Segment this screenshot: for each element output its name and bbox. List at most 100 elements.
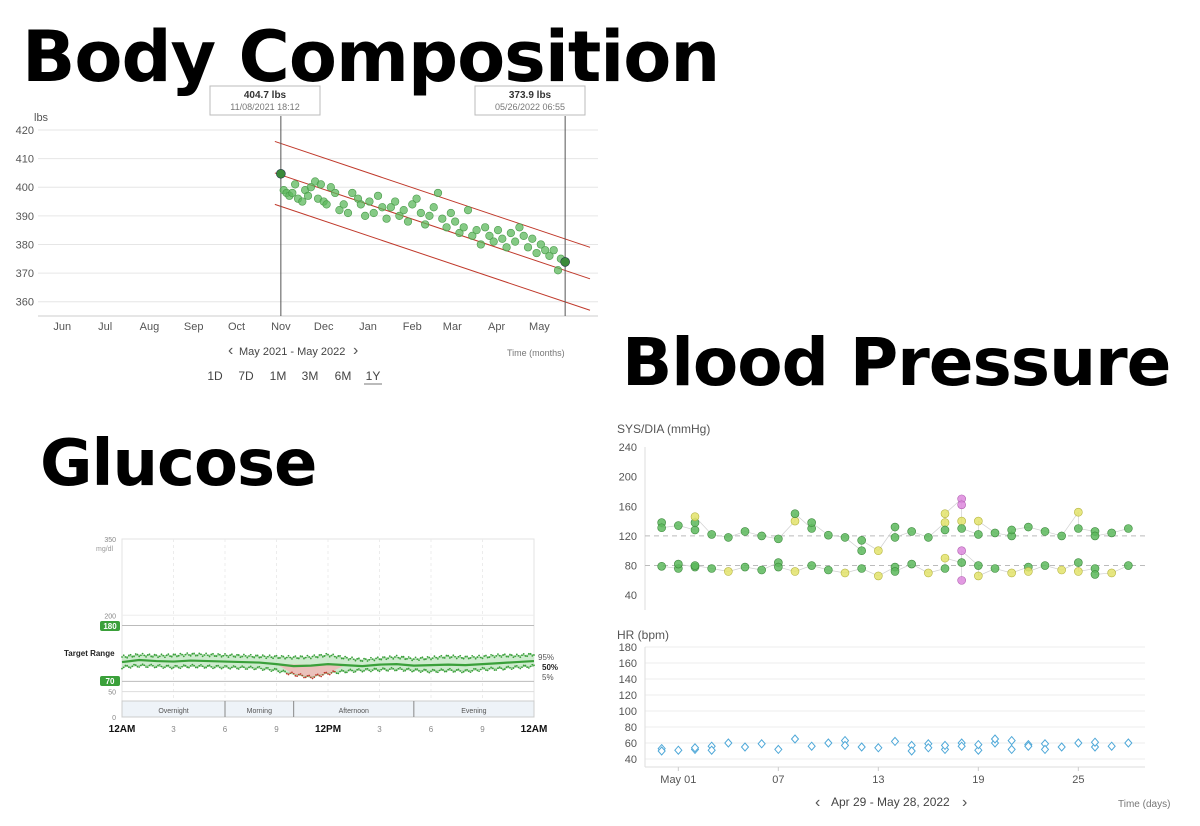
bc-data-point	[463, 206, 473, 215]
gl-reading-dot	[407, 667, 410, 670]
range-option-6m[interactable]: 6M	[335, 369, 352, 383]
gl-reading-dot	[200, 664, 202, 666]
bp-data-point	[1057, 531, 1066, 541]
gl-reading-dot	[299, 655, 302, 658]
gl-reading-dot	[205, 666, 208, 669]
gl-reading-dot	[225, 665, 228, 668]
gl-reading-dot	[469, 671, 472, 674]
bp-x-tick-label: 25	[1072, 774, 1084, 786]
gl-reading-dot	[473, 667, 475, 670]
gl-reading-dot	[126, 656, 129, 659]
gl-reading-dot	[189, 654, 192, 657]
bc-data-point	[438, 214, 447, 223]
hr-y-tick-label: 100	[619, 706, 637, 718]
bc-x-tick-label: Oct	[228, 321, 245, 333]
range-option-7d[interactable]: 7D	[238, 369, 254, 383]
bc-y-tick-label: 400	[16, 182, 34, 194]
gl-reading-dot	[165, 664, 168, 667]
gl-reading-dot	[287, 673, 290, 676]
bc-nav-next-button[interactable]: ›	[353, 342, 358, 359]
gl-reading-dot	[512, 656, 515, 659]
bp-x-tick-label: 13	[872, 774, 884, 786]
bp-data-point	[957, 516, 966, 526]
gl-lines	[121, 654, 535, 678]
gl-reading-dot	[282, 669, 285, 672]
bp-data-point	[1040, 561, 1050, 570]
gl-reading-dot	[186, 666, 189, 669]
bp-connector-line	[661, 549, 1129, 581]
bc-trend-band-line	[274, 140, 591, 248]
gl-reading-dot	[464, 655, 467, 658]
hr-data-point	[1090, 737, 1100, 747]
bc-data-point	[306, 183, 315, 192]
gl-reading-dot	[527, 667, 530, 669]
range-option-1d[interactable]: 1D	[207, 369, 223, 383]
range-option-1y[interactable]: 1Y	[366, 369, 381, 383]
gl-reading-dot	[121, 667, 123, 670]
gl-reading-dot	[498, 666, 501, 669]
gl-reading-dot	[328, 673, 331, 676]
gl-reading-dot	[253, 656, 256, 659]
gl-reading-dot	[497, 653, 499, 655]
bp-data-point	[774, 562, 783, 572]
gl-reading-dot	[340, 669, 343, 672]
gl-reading-dot	[227, 656, 230, 658]
gl-reading-dot	[488, 656, 491, 659]
gl-reading-dot	[194, 666, 197, 669]
gl-reading-dot	[260, 656, 262, 659]
hr-data-point	[1007, 744, 1016, 755]
gl-reading-dot	[524, 664, 527, 667]
bp-data-point	[1074, 524, 1083, 533]
gl-reading-dot	[395, 654, 398, 657]
bp-nav-next-button[interactable]: ›	[962, 794, 967, 811]
bc-x-tick-label: Aug	[140, 321, 160, 333]
gl-reading-dot	[478, 670, 480, 672]
bc-data-point	[560, 257, 570, 267]
range-option-1m[interactable]: 1M	[270, 369, 287, 383]
gl-reading-dot	[273, 667, 276, 670]
gl-reading-dot	[270, 670, 273, 673]
hr-grid	[644, 646, 1145, 768]
bp-data-point	[1057, 565, 1066, 575]
gl-reading-dot	[234, 665, 237, 668]
gl-reading-dot	[440, 668, 443, 671]
hr-data-point	[1107, 741, 1116, 751]
gl-reading-dot	[279, 657, 281, 659]
gl-reading-dot	[208, 664, 211, 667]
gl-reading-dot	[424, 658, 427, 661]
gl-reading-dot	[424, 668, 427, 671]
gl-reading-dot	[430, 658, 432, 661]
gl-reading-dot	[134, 664, 137, 666]
range-selector: 1D 7D 1M 3M 6M 1Y	[207, 369, 382, 385]
bc-data-point	[528, 234, 537, 243]
gl-reading-dot	[284, 657, 286, 660]
gl-reading-dot	[333, 670, 336, 673]
gl-reading-dot	[176, 664, 178, 667]
bp-data-point	[824, 530, 833, 540]
gl-reading-dot	[212, 667, 214, 670]
gl-reading-dot	[306, 674, 309, 677]
gl-reading-dot	[514, 665, 517, 668]
gl-reading-dot	[364, 668, 367, 670]
gl-y-tick-label: 200	[104, 613, 116, 620]
bc-nav-prev-button[interactable]: ‹	[228, 342, 233, 359]
bp-nav-prev-button[interactable]: ‹	[815, 794, 820, 811]
gl-reading-dot	[385, 669, 388, 672]
gl-reading-dot	[395, 669, 398, 672]
gl-reading-dot	[471, 654, 474, 657]
bp-x-ticks: May 01 07 13 19 25	[660, 767, 1084, 786]
bp-y-tick-label: 200	[619, 472, 637, 484]
gl-reading-dot	[421, 656, 424, 659]
bp-data-point	[774, 534, 783, 544]
gl-reading-dot	[285, 672, 288, 675]
gl-y-tick-label: 350	[104, 537, 116, 544]
gl-reading-dot	[354, 659, 357, 662]
bp-data-point	[840, 533, 850, 542]
gl-reading-dot	[375, 667, 377, 670]
gl-reading-dot	[162, 667, 165, 669]
gl-reading-dot	[443, 670, 446, 673]
gl-reading-dot	[267, 666, 269, 669]
range-option-3m[interactable]: 3M	[302, 369, 319, 383]
bc-data-point	[316, 180, 325, 189]
gl-reading-dot	[220, 667, 223, 670]
